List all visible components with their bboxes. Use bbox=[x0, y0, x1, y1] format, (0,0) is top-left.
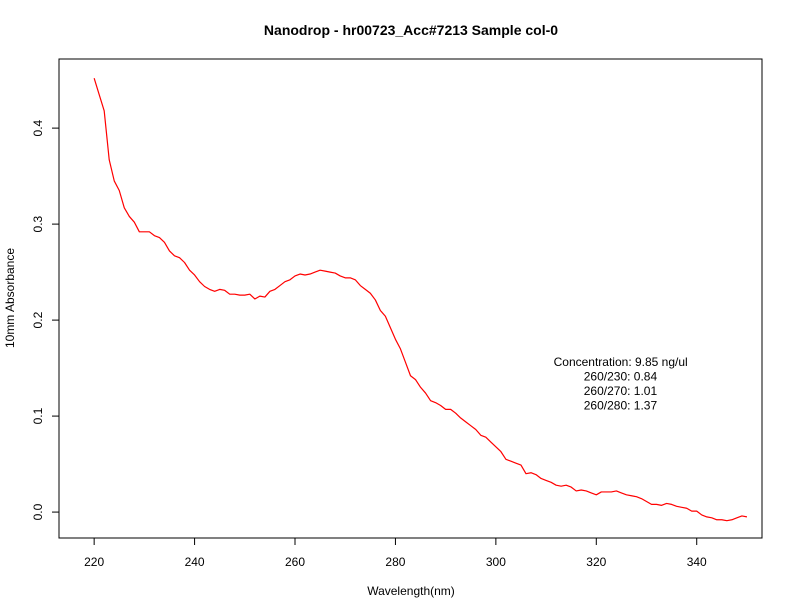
y-tick-label: 0.1 bbox=[31, 407, 45, 424]
plot-frame bbox=[58, 58, 763, 539]
series-group bbox=[93, 78, 748, 522]
measurement-annotation: 260/230: 0.84 bbox=[584, 370, 658, 384]
x-axis-label: Wavelength(nm) bbox=[367, 584, 455, 598]
x-axis: 220 240 260 280 300 320 340 bbox=[84, 538, 707, 569]
measurement-annotation: 260/270: 1.01 bbox=[584, 384, 658, 398]
y-tick-label: 0.2 bbox=[31, 311, 45, 328]
x-tick-label: 340 bbox=[687, 555, 707, 569]
chart-title: Nanodrop - hr00723_Acc#7213 Sample col-0 bbox=[264, 22, 558, 38]
x-tick-label: 260 bbox=[285, 555, 305, 569]
y-tick-label: 0.0 bbox=[31, 503, 45, 520]
measurement-annotation: Concentration: 9.85 ng/ul bbox=[554, 355, 688, 369]
y-axis-label: 10mm Absorbance bbox=[3, 248, 17, 348]
y-tick-label: 0.3 bbox=[31, 215, 45, 232]
x-tick-label: 320 bbox=[586, 555, 606, 569]
y-tick-label: 0.4 bbox=[31, 119, 45, 136]
x-tick-label: 300 bbox=[486, 555, 506, 569]
x-tick-label: 220 bbox=[84, 555, 104, 569]
absorbance-line bbox=[93, 78, 748, 522]
measurement-annotation: 260/280: 1.37 bbox=[584, 398, 658, 412]
x-tick-label: 280 bbox=[385, 555, 405, 569]
x-tick-label: 240 bbox=[185, 555, 205, 569]
y-axis: 0.0 0.1 0.2 0.3 0.4 bbox=[31, 119, 59, 520]
